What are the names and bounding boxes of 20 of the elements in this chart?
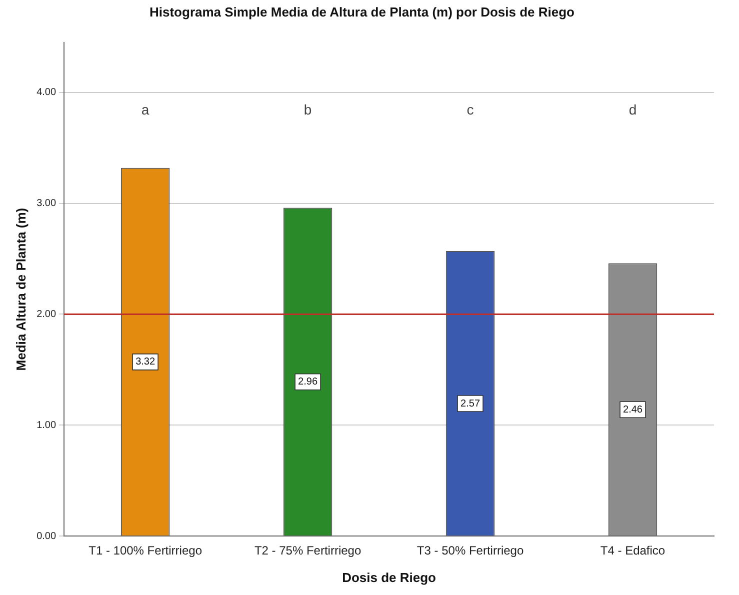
data-label: 2.57 xyxy=(460,398,480,410)
y-tick-label: 4.00 xyxy=(36,87,56,98)
y-tick-label: 0.00 xyxy=(36,530,56,542)
data-label: 2.46 xyxy=(623,404,643,416)
x-tick-label: T1 - 100% Fertirriego xyxy=(88,544,202,558)
annotation: b xyxy=(304,101,312,118)
y-tick-label: 1.00 xyxy=(36,420,56,431)
data-label: 3.32 xyxy=(136,356,156,368)
y-tick-label: 3.00 xyxy=(36,198,56,210)
x-tick-label: T4 - Edafico xyxy=(600,544,666,558)
annotation: c xyxy=(466,101,474,118)
y-axis-title: Media Altura de Planta (m) xyxy=(13,208,28,371)
annotation: d xyxy=(628,101,637,118)
x-axis-title: Dosis de Riego xyxy=(342,570,436,585)
x-tick-label: T2 - 75% Fertirriego xyxy=(254,544,362,558)
x-tick-label: T3 - 50% Fertirriego xyxy=(416,544,524,558)
y-tick-label: 2.00 xyxy=(36,308,56,320)
chart-title: Histograma Simple Media de Altura de Planta (m) por Dosis de Riego xyxy=(150,4,575,20)
annotation: a xyxy=(141,101,150,118)
data-label: 2.96 xyxy=(298,376,318,388)
